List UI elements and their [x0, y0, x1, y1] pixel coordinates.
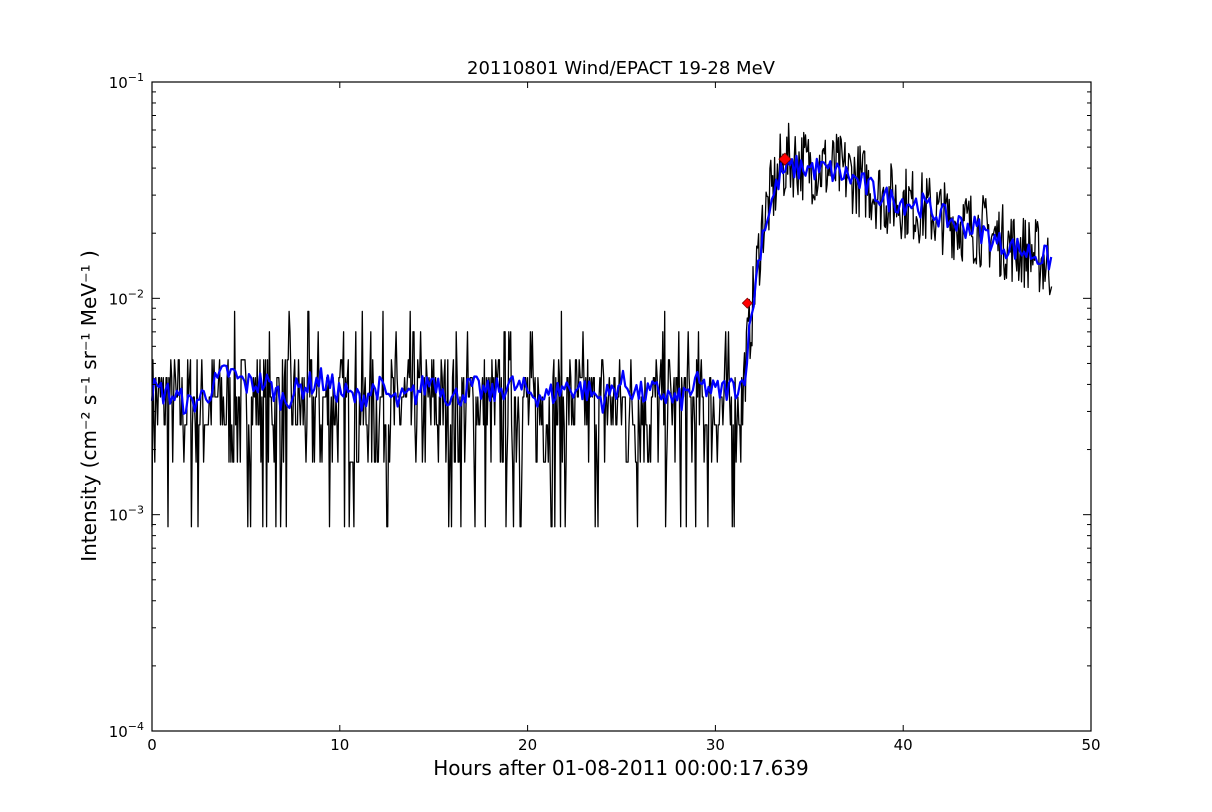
y-tick-label: 10−1 [109, 71, 144, 92]
smoothed-intensity-line [150, 154, 1053, 415]
x-tick-label: 20 [518, 736, 537, 754]
plot-frame [151, 81, 1092, 732]
x-tick-label: 10 [330, 736, 349, 754]
x-axis-label: Hours after 01-08-2011 00:00:17.639 [433, 756, 809, 780]
x-tick-label: 50 [1081, 736, 1100, 754]
y-tick-label: 10−4 [109, 720, 144, 741]
plot-area: 0 10 20 30 40 50 10−4 10−3 10−2 10−1 [109, 71, 1101, 754]
y-tick-label: 10−3 [109, 504, 144, 525]
x-tick-label: 0 [147, 736, 157, 754]
x-tick-label: 30 [706, 736, 725, 754]
chart-title: 20110801 Wind/EPACT 19-28 MeV [467, 58, 776, 79]
marker-point [741, 297, 753, 309]
y-tick-label: 10−2 [109, 287, 144, 308]
marker-point [778, 152, 792, 166]
y-axis-label: Intensity (cm⁻² s⁻¹ sr⁻¹ MeV⁻¹ ) [77, 250, 101, 562]
x-tick-label: 40 [894, 736, 913, 754]
raw-intensity-line [151, 122, 1053, 528]
